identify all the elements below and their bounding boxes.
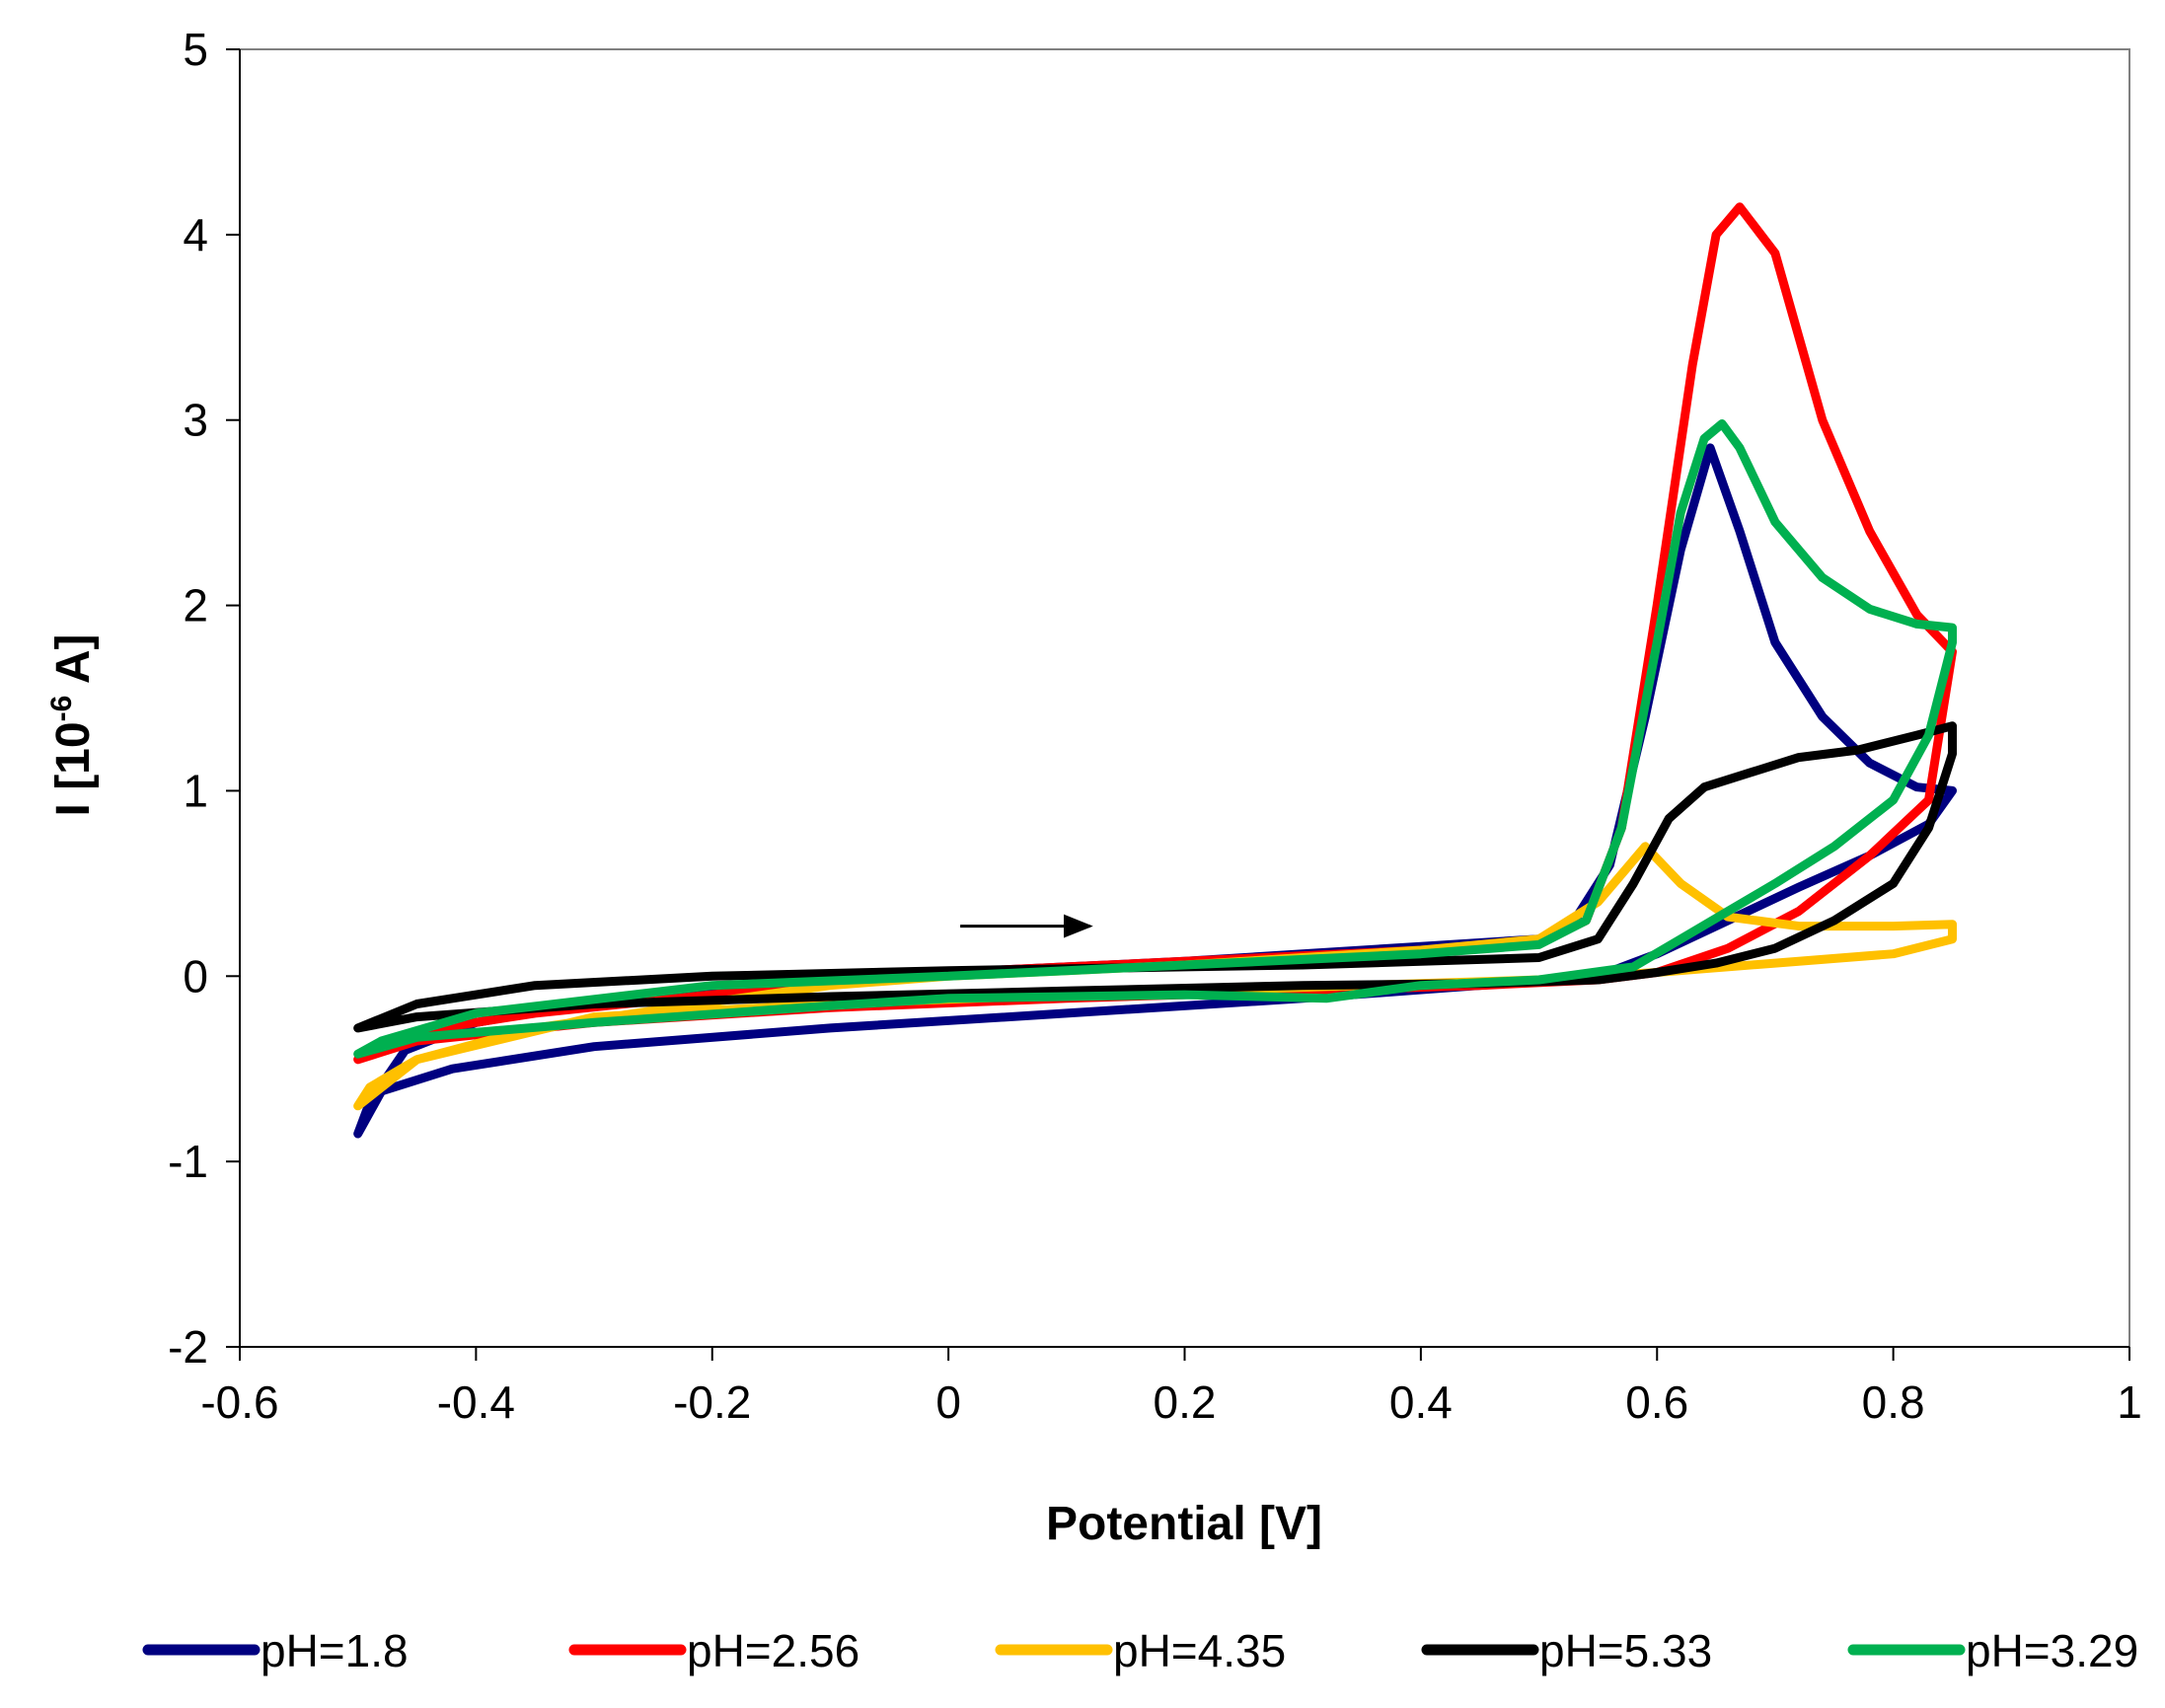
y-tick-label: 1 bbox=[183, 765, 208, 816]
legend-label: pH=5.33 bbox=[1539, 1625, 1712, 1676]
y-axis-title-prefix: I [10 bbox=[47, 721, 100, 816]
y-axis-title-exponent: -6 bbox=[45, 696, 78, 722]
series-line-ph-4-35 bbox=[353, 842, 1957, 1111]
y-tick-label: 4 bbox=[183, 209, 208, 260]
x-tick-label: -0.6 bbox=[200, 1376, 278, 1428]
y-tick-label: -2 bbox=[168, 1321, 208, 1373]
x-tick-label: 0 bbox=[935, 1376, 961, 1428]
legend-label: pH=4.35 bbox=[1113, 1625, 1286, 1676]
legend-label: pH=1.8 bbox=[261, 1625, 409, 1676]
y-tick-label: -1 bbox=[168, 1136, 208, 1187]
x-tick-label: -0.2 bbox=[673, 1376, 751, 1428]
legend-label: pH=2.56 bbox=[687, 1625, 859, 1676]
series-line-ph-1-8 bbox=[353, 443, 1957, 1139]
series-line-ph-5-33 bbox=[353, 721, 1957, 1033]
y-tick-label: 5 bbox=[183, 24, 208, 75]
x-tick-label: 0.8 bbox=[1862, 1376, 1925, 1428]
x-tick-label: 1 bbox=[2117, 1376, 2142, 1428]
x-axis-title: Potential [V] bbox=[1046, 1498, 1322, 1550]
x-tick-label: 0.6 bbox=[1625, 1376, 1688, 1428]
y-tick-label: 3 bbox=[183, 395, 208, 446]
plot-area-frame bbox=[239, 48, 2130, 1348]
y-tick-label: 0 bbox=[183, 950, 208, 1002]
axis-layer: -0.6 -0.4 -0.2 0 0.2 0.4 0.6 0.8 1 -2 -1 0 1 2 3 4 5 bbox=[168, 24, 2142, 1428]
x-tick-label: -0.4 bbox=[437, 1376, 515, 1428]
y-axis-title-suffix: A] bbox=[47, 634, 100, 696]
series-layer bbox=[353, 202, 1957, 1139]
x-tick-label: 0.2 bbox=[1154, 1376, 1217, 1428]
legend: pH=1.8 pH=2.56 pH=4.35 pH=5.33 pH=3.29 bbox=[142, 1625, 2138, 1676]
y-axis-title: I [10-6 A] bbox=[45, 634, 100, 817]
x-tick-label: 0.4 bbox=[1389, 1376, 1453, 1428]
legend-label: pH=3.29 bbox=[1966, 1625, 2138, 1676]
y-tick-label: 2 bbox=[183, 580, 208, 631]
series-line-ph-3-29 bbox=[353, 419, 1957, 1059]
